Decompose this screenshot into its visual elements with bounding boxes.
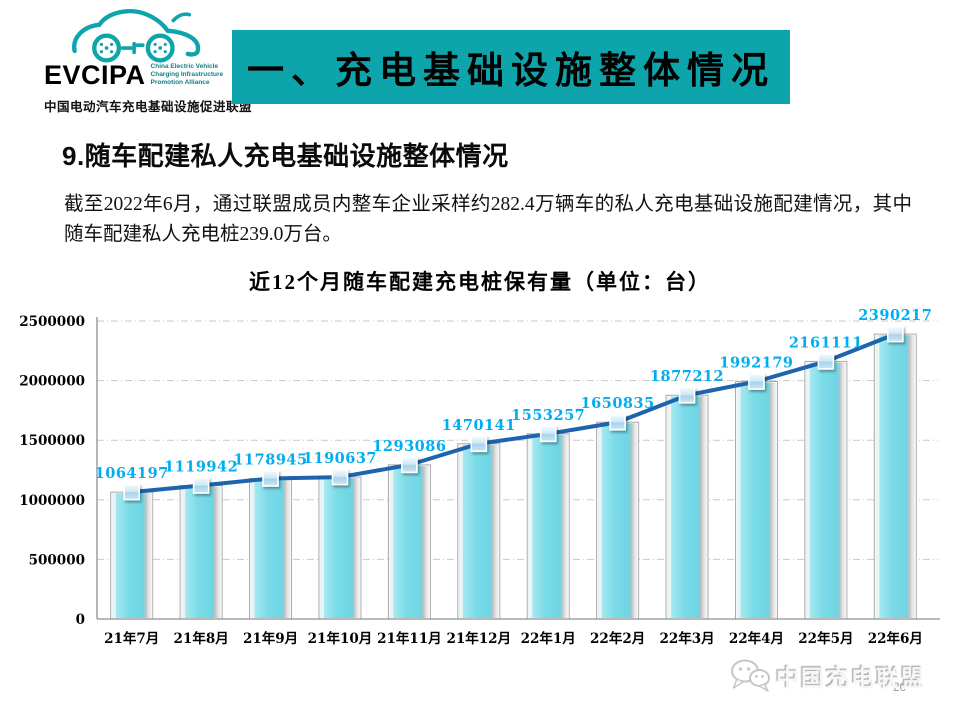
line-marker [539,425,557,443]
x-axis-labels: 21年7月 21年8月 21年9月 21年10月 21年11月 21年12月 22年1月 22… [104,630,923,647]
x-axis-label: 21年12月 [447,630,512,647]
watermark-text: 中国充电联盟 [776,665,926,691]
svg-text:2000000: 2000000 [20,374,85,390]
bar [387,464,431,620]
data-label: 1992179 [719,355,793,372]
bar [457,443,501,620]
data-label: 1470141 [442,417,516,434]
svg-text:2500000: 2500000 [20,314,85,330]
x-axis-label: 22年6月 [868,630,923,647]
footer-watermark: 中国充电联盟 [730,658,926,694]
line-marker [748,373,765,390]
data-label: 1293086 [372,438,446,455]
line-marker [123,483,141,501]
x-axis-label: 22年2月 [590,630,645,647]
bar [110,491,154,620]
logo-chinese-name: 中国电动汽车充电基础设施促进联盟 [44,100,253,114]
data-label: 1650835 [581,395,655,412]
line-marker [886,325,904,343]
logo-tagline: China Electric Vehicle Charging Infrastr… [150,62,224,86]
subsection-heading: 9.随车配建私人充电基础设施整体情况 [62,141,509,171]
data-label: 1178945 [233,451,307,468]
bar [665,394,709,620]
svg-text:0: 0 [76,612,85,628]
ev-car-icon [72,9,201,63]
section-banner: 一、充电基础设施整体情况 [232,30,790,104]
svg-text:500000: 500000 [29,552,85,568]
line-marker [331,468,349,486]
x-axis-label: 21年8月 [174,630,229,647]
line-marker [192,477,210,494]
wechat-icon [731,659,770,692]
data-label: 2161111 [789,334,863,351]
data-label: 1064197 [95,465,169,482]
y-axis-labels: 0 500000 1000000 1500000 2000000 2500000 [19,314,85,628]
line-marker [678,386,696,404]
bar [873,333,917,620]
svg-text:1000000: 1000000 [20,493,85,509]
x-axis-label: 21年10月 [308,630,373,647]
x-axis-label: 21年9月 [243,630,298,647]
data-label: 2390217 [858,307,932,324]
x-axis-label: 21年7月 [104,630,159,647]
data-label: 1553257 [511,407,585,424]
axes [96,317,940,620]
x-axis-label: 22年1月 [521,630,576,647]
body-paragraph: 截至2022年6月，通过联盟成员内整车企业采样约282.4万辆车的私人充电基础设… [64,194,912,246]
evcipa-logo: EVCIPA China Electric Vehicle Charging I… [44,6,252,120]
x-axis-label: 21年11月 [377,630,442,647]
chart-area: 1064197 1119942 1178945 1190637 1293086 14701… [19,306,940,658]
bar [596,421,640,620]
line-markers [123,325,904,501]
bar [318,476,362,620]
line-marker [470,435,488,453]
data-label: 1190637 [303,450,377,467]
x-axis-label: 22年3月 [659,630,714,647]
banner-title: 一、充电基础设施整体情况 [247,51,775,92]
line-marker [817,353,835,370]
bar [179,485,223,620]
svg-text:1500000: 1500000 [20,433,85,449]
page-number: 20 [893,680,907,694]
bar [804,360,848,620]
x-axis-label: 22年4月 [729,630,784,647]
x-axis-label: 22年5月 [798,630,853,647]
data-label: 1877212 [650,368,724,385]
data-label: 1119942 [164,459,238,476]
line-series [129,332,898,495]
bar-series [110,333,917,620]
logo-acronym: EVCIPA [44,60,146,90]
bar [734,381,778,620]
chart-title: 近12个月随车配建充电桩保有量（单位：台） [249,270,711,294]
bar [526,433,570,620]
bar [249,477,293,620]
line-marker [401,456,418,474]
line-marker [262,470,279,487]
line-marker [609,413,626,431]
